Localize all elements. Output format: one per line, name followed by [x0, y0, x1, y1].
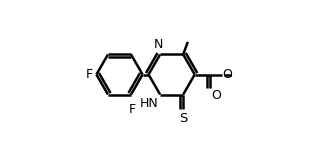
Text: N: N: [154, 38, 163, 51]
Text: F: F: [86, 68, 93, 81]
Text: O: O: [222, 68, 232, 81]
Text: HN: HN: [140, 97, 159, 110]
Text: F: F: [129, 103, 136, 116]
Text: O: O: [211, 89, 221, 102]
Text: S: S: [179, 112, 187, 125]
